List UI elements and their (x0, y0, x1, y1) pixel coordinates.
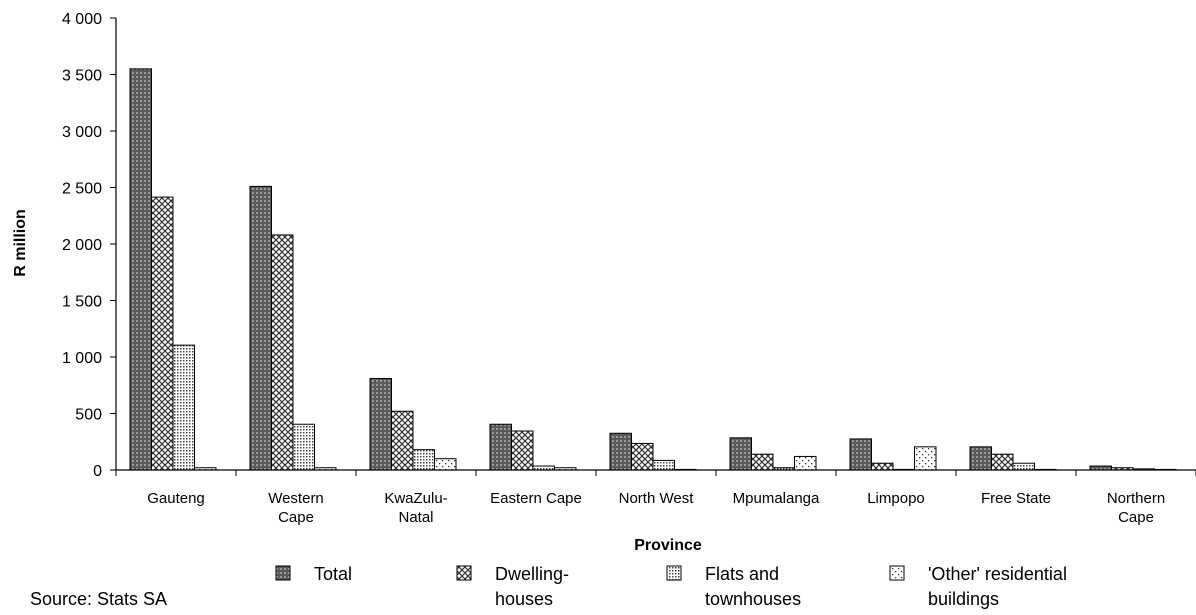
legend-swatch (275, 565, 291, 581)
legend-label: Total (314, 564, 352, 584)
bar-1-6 (871, 462, 894, 471)
x-axis-category-labels: Gauteng Western Cape KwaZulu-Natal Eastern C… (147, 490, 1165, 526)
bar-0-4 (609, 432, 632, 471)
y-tick-label: 2 000 (62, 237, 102, 254)
y-tick-label: 3 500 (62, 68, 102, 85)
bar-0-1 (249, 185, 272, 471)
bar-3-5 (794, 455, 817, 471)
x-category-label: Limpopo (867, 490, 925, 507)
legend-label: 'Other' residential buildings (928, 564, 1067, 609)
x-category-label: Eastern Cape (490, 490, 582, 507)
y-tick-label: 1 500 (62, 294, 102, 311)
y-tick-label: 0 (93, 463, 102, 480)
legend-swatch (456, 565, 472, 581)
axes (115, 18, 1196, 476)
y-tick-label: 3 000 (62, 124, 102, 141)
bar-1-7 (991, 453, 1014, 471)
bar-0-3 (489, 423, 512, 471)
legend: Total Dwelling-houses Flats and townhouses '… (275, 564, 1067, 609)
bars (129, 68, 1177, 471)
bar-1-4 (631, 442, 654, 471)
legend-label: Dwelling-houses (495, 564, 569, 609)
bar-2-1 (292, 423, 315, 471)
x-category-label: KwaZulu-Natal (384, 490, 447, 526)
bar-1-3 (511, 430, 534, 471)
source-note: Source: Stats SA (30, 589, 167, 609)
x-category-label: Western Cape (268, 490, 324, 526)
bar-0-6 (849, 438, 872, 471)
bar-2-7 (1012, 462, 1035, 471)
bar-3-6 (914, 446, 937, 471)
y-tick-label: 2 500 (62, 181, 102, 198)
legend-swatch (889, 565, 905, 581)
bar-1-5 (751, 453, 774, 471)
x-category-label: Mpumalanga (733, 490, 820, 507)
bar-0-7 (969, 446, 992, 471)
legend-swatch (666, 565, 682, 581)
y-axis-title: R million (12, 209, 29, 277)
x-category-label: North West (619, 490, 695, 507)
bar-3-2 (434, 458, 457, 471)
x-category-label: Gauteng (147, 490, 205, 507)
y-tick-label: 1 000 (62, 350, 102, 367)
x-category-label: Northern Cape (1107, 490, 1165, 526)
bar-1-1 (271, 234, 294, 471)
bar-0-0 (129, 68, 152, 471)
y-axis-ticks: 0 500 1 000 1 500 2 000 2 500 3 000 3 500 4 000 (62, 11, 116, 480)
legend-label: Flats and townhouses (705, 564, 801, 609)
bar-1-0 (151, 196, 174, 471)
y-tick-label: 500 (75, 407, 102, 424)
y-tick-label: 4 000 (62, 11, 102, 28)
bar-2-4 (652, 459, 675, 471)
bar-1-2 (391, 410, 414, 471)
x-axis-title: Province (634, 537, 702, 554)
x-category-label: Free State (981, 490, 1051, 507)
bar-2-0 (172, 344, 195, 471)
bar-0-2 (369, 377, 392, 471)
bar-0-5 (729, 437, 752, 471)
bar-2-2 (412, 449, 435, 471)
